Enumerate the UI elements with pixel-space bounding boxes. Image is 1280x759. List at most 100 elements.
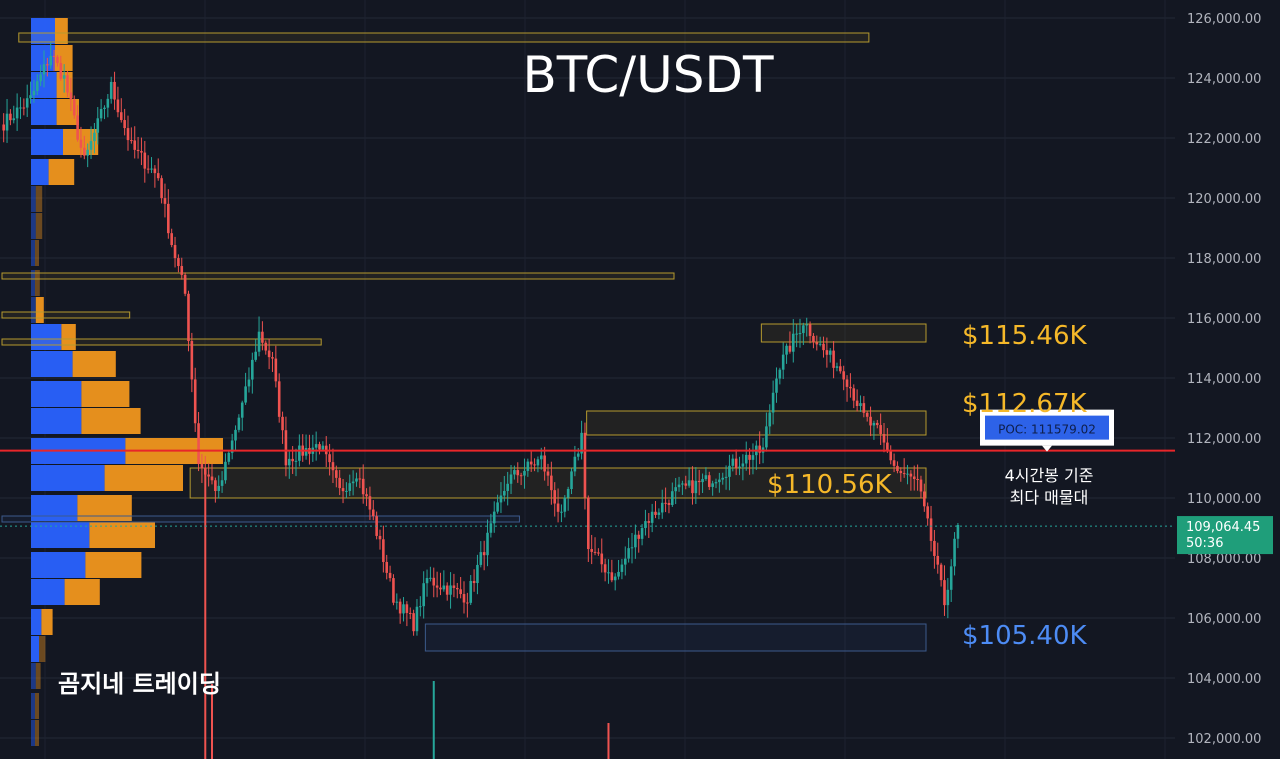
candle-body <box>546 471 550 476</box>
candle-body <box>909 473 913 477</box>
candle-body <box>684 483 688 486</box>
candle-body <box>230 440 234 453</box>
candle-body <box>281 416 284 431</box>
candle-body <box>156 173 160 179</box>
price-axis[interactable]: 102,000.00 104,000.00 106,000.00 108,000.00… <box>1177 12 1273 747</box>
candle-body <box>526 461 530 471</box>
volume-profile-bar-sell <box>104 465 183 491</box>
candle-body <box>576 453 580 457</box>
candle-body <box>580 432 583 454</box>
candle-body <box>886 442 889 451</box>
candle-body <box>412 613 415 632</box>
candle-body <box>93 132 96 142</box>
candle-body <box>603 564 607 573</box>
candle-body <box>744 454 748 464</box>
candle-body <box>731 458 735 466</box>
candle-body <box>839 366 842 372</box>
volume-profile-bar-buy <box>31 381 82 407</box>
volume-profile-bar-sell <box>35 270 40 296</box>
candle-body <box>822 343 825 351</box>
candle-body <box>264 342 268 351</box>
candle-body <box>415 606 419 632</box>
candle-body <box>667 502 671 505</box>
candle-body <box>650 511 654 523</box>
candle-body <box>382 539 385 562</box>
candle-body <box>378 535 382 540</box>
candle-body <box>882 433 886 443</box>
candle-body <box>39 74 42 82</box>
candle-body <box>106 98 110 108</box>
candle-body <box>697 480 701 483</box>
y-tick-label: 120,000.00 <box>1187 192 1261 207</box>
level-label: $105.40K <box>962 621 1088 651</box>
candle-body <box>818 343 822 345</box>
candle-body <box>929 518 933 541</box>
candle-body <box>593 551 597 553</box>
candle-body <box>519 475 523 477</box>
candle-body <box>210 476 214 481</box>
candle-body <box>267 350 271 358</box>
candle-body <box>96 118 100 133</box>
volume-profile-bar-buy <box>31 213 36 239</box>
candle-body <box>365 494 368 497</box>
candle-body <box>933 540 936 556</box>
candle-body <box>86 149 89 156</box>
candle-body <box>573 456 577 472</box>
candle-body <box>492 511 496 524</box>
volume-profile-bar-buy <box>31 324 62 350</box>
candle-body <box>153 168 157 174</box>
candle-body <box>472 580 476 584</box>
value-area-box <box>1 515 520 523</box>
y-tick-label: 126,000.00 <box>1187 12 1261 27</box>
volume-profile-bar-buy <box>31 408 82 434</box>
volume-profile-bar-sell <box>85 552 142 578</box>
candle-body <box>543 455 546 472</box>
volume-profile-bar-buy <box>31 351 73 377</box>
candle-body <box>845 379 849 387</box>
candle-body <box>805 324 809 326</box>
candle-body <box>187 293 190 342</box>
candle-body <box>62 75 66 79</box>
candle-body <box>476 564 479 584</box>
candle-body <box>432 577 436 586</box>
candle-body <box>445 585 449 595</box>
volume-profile-bar-buy <box>31 720 35 746</box>
current-price-badge <box>1177 516 1273 555</box>
candle-body <box>167 203 170 234</box>
candle-body <box>892 460 896 466</box>
candle-body <box>207 474 210 477</box>
candle-body <box>123 120 126 129</box>
candle-body <box>277 381 281 417</box>
candle-body <box>640 528 644 539</box>
candle-body <box>691 480 694 494</box>
poc-note-line2: 최다 매물대 <box>1010 488 1089 507</box>
y-tick-label: 102,000.00 <box>1187 732 1261 747</box>
candle-body <box>765 426 768 448</box>
value-area-boxes <box>1 32 927 652</box>
candle-body <box>35 81 39 91</box>
y-tick-label: 122,000.00 <box>1187 132 1261 147</box>
candle-body <box>499 495 503 503</box>
candle-body <box>620 564 624 572</box>
candle-body <box>707 475 711 487</box>
poc-badge-fill <box>985 415 1109 440</box>
candle-body <box>371 509 375 517</box>
value-area-box <box>424 623 927 652</box>
candle-body <box>392 578 395 603</box>
candle-body <box>788 345 792 352</box>
candle-body <box>345 490 348 492</box>
level-label: $110.56K <box>767 470 893 500</box>
value-area-box <box>760 323 927 343</box>
candle-body <box>385 561 389 573</box>
candle-body <box>701 479 704 483</box>
candle-body <box>408 612 412 614</box>
candle-body <box>466 602 469 604</box>
candle-body <box>825 350 829 355</box>
candle-body <box>919 479 923 492</box>
poc-note-line1: 4시간봉 기준 <box>1005 466 1094 485</box>
candle-body <box>358 478 362 480</box>
candle-body <box>660 502 664 513</box>
candle-body <box>284 430 288 466</box>
